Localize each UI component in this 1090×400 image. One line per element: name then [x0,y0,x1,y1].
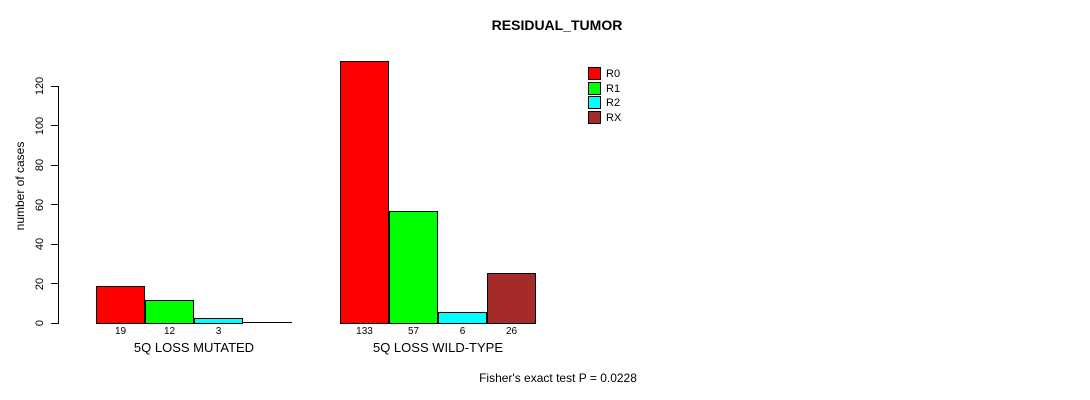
bar-value-label: 26 [505,326,518,337]
bar-value-label: 6 [459,326,466,337]
legend-swatch-rx [588,111,601,125]
legend-swatch-r0 [588,67,601,80]
bar-value-label: 57 [407,326,420,337]
y-axis-tick [51,85,58,87]
bar-value-label: 12 [163,326,176,337]
bar-r0-group2 [340,61,389,324]
y-axis-tick-label: 40 [34,237,46,251]
y-axis-tick-label: 60 [34,198,46,211]
legend-label-r1: R1 [606,82,621,95]
bar-value-label: 133 [356,326,373,337]
bar-value-label: 19 [114,326,127,337]
legend-label-r2: R2 [606,97,621,110]
bar-r2-group2 [438,312,487,324]
chart-title: RESIDUAL_TUMOR [491,17,623,33]
y-axis-tick [51,204,58,205]
fisher-test-annotation: Fisher's exact test P = 0.0228 [479,371,637,385]
y-axis-tick-label: 80 [34,158,46,172]
bar-r2-group1 [194,318,243,324]
y-axis-tick-label: 120 [34,76,46,96]
y-axis-label: number of cases [13,141,27,231]
bar-r1-group1 [145,300,194,324]
y-axis-tick [51,164,58,166]
y-axis-tick [51,322,58,324]
legend-swatch-r2 [588,96,601,110]
legend-label-r0: R0 [606,68,621,80]
bar-r1-group2 [389,211,438,324]
y-axis-tick [51,243,58,245]
legend-label-rx: RX [606,112,622,125]
y-axis-tick-label: 20 [34,277,46,290]
x-axis-group-label: 5Q LOSS WILD-TYPE [372,340,504,355]
y-axis-tick [51,125,58,126]
y-axis-tick [51,283,58,284]
bar-value-label: 3 [215,326,222,337]
y-axis-line [58,85,59,324]
y-axis-tick-label: 100 [34,116,46,135]
y-axis-tick-label: 0 [34,319,46,327]
legend-swatch-r1 [588,81,601,95]
bar-rx-group2 [487,273,536,324]
x-axis-group-label: 5Q LOSS MUTATED [133,340,255,355]
bar-r0-group1 [96,286,145,324]
